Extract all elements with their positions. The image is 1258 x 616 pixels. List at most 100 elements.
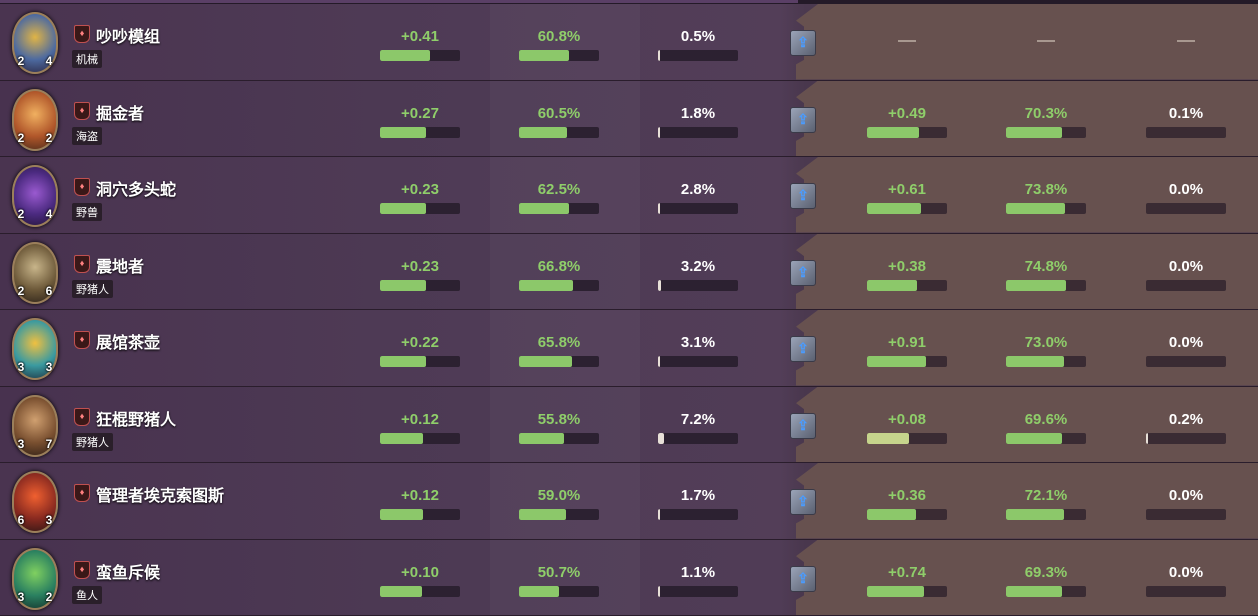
pick-rate-value: 1.1% [658, 564, 738, 581]
health-value: 2 [42, 590, 56, 604]
delta-bar [380, 203, 460, 214]
tier-shield-icon: ♦ [74, 408, 90, 426]
tribe-badge: 野猪人 [72, 280, 113, 298]
health-value: 2 [42, 131, 56, 145]
card-swap-icon[interactable]: ⇪ [790, 183, 816, 209]
tribe-badge: 野兽 [72, 203, 102, 221]
golden-winrate-value: 70.3% [1006, 105, 1086, 122]
delta-bar-fill [380, 586, 422, 597]
golden-pick-rate-bar [1146, 586, 1226, 597]
card-swap-icon[interactable]: ⇪ [790, 413, 816, 439]
pick-rate-bar-fill [658, 586, 660, 597]
card-swap-icon[interactable]: ⇪ [790, 107, 816, 133]
empty-dash [1037, 40, 1055, 42]
winrate-bar [519, 433, 599, 444]
card-swap-icon[interactable]: ⇪ [790, 260, 816, 286]
winrate-bar-fill [519, 127, 567, 138]
avg-placement-delta: +0.12 [380, 411, 460, 428]
winrate-value: 65.8% [519, 334, 599, 351]
delta-bar-fill [380, 433, 423, 444]
golden-delta-bar-fill [867, 509, 916, 520]
golden-winrate-bar [1006, 127, 1086, 138]
attack-value: 2 [14, 54, 28, 68]
minion-name: 掘金者 [96, 100, 144, 124]
golden-winrate-bar-fill [1006, 433, 1062, 444]
pick-rate-bar [658, 356, 738, 367]
pick-rate-bar-fill [658, 509, 660, 520]
golden-delta-bar-fill [867, 433, 909, 444]
golden-delta-bar [867, 433, 947, 444]
delta-bar [380, 280, 460, 291]
pick-rate-bar-fill [658, 433, 664, 444]
pick-rate-value: 7.2% [658, 411, 738, 428]
golden-delta-bar-fill [867, 586, 924, 597]
golden-winrate-bar [1006, 203, 1086, 214]
golden-winrate-bar [1006, 433, 1086, 444]
card-swap-icon[interactable]: ⇪ [790, 566, 816, 592]
top-edge-highlight [0, 0, 798, 3]
delta-bar-fill [380, 280, 426, 291]
attack-value: 3 [14, 590, 28, 604]
tribe-badge: 海盗 [72, 127, 102, 145]
golden-delta-value: +0.36 [867, 487, 947, 504]
card-swap-icon[interactable]: ⇪ [790, 489, 816, 515]
tier-shield-icon: ♦ [74, 25, 90, 43]
attack-value: 2 [14, 284, 28, 298]
golden-pick-rate-value: 0.0% [1146, 564, 1226, 581]
health-value: 4 [42, 54, 56, 68]
golden-winrate-bar-fill [1006, 356, 1064, 367]
golden-winrate-value: 73.0% [1006, 334, 1086, 351]
golden-delta-value: +0.49 [867, 105, 947, 122]
winrate-bar-fill [519, 433, 564, 444]
delta-bar [380, 50, 460, 61]
golden-pick-rate-value: 0.0% [1146, 181, 1226, 198]
golden-pick-rate-value: 0.0% [1146, 487, 1226, 504]
golden-pick-rate-bar [1146, 356, 1226, 367]
winrate-value: 60.8% [519, 28, 599, 45]
pick-rate-value: 0.5% [658, 28, 738, 45]
card-swap-icon[interactable]: ⇪ [790, 30, 816, 56]
tribe-badge: 机械 [72, 50, 102, 68]
pick-rate-bar-fill [658, 50, 660, 61]
winrate-bar [519, 203, 599, 214]
delta-bar-fill [380, 356, 426, 367]
delta-bar-fill [380, 127, 426, 138]
golden-pick-rate-value: 0.0% [1146, 258, 1226, 275]
golden-winrate-bar-fill [1006, 127, 1062, 138]
pick-rate-bar-fill [658, 127, 660, 138]
winrate-bar-fill [519, 50, 569, 61]
avg-placement-delta: +0.27 [380, 105, 460, 122]
tier-shield-icon: ♦ [74, 178, 90, 196]
golden-winrate-value: 74.8% [1006, 258, 1086, 275]
delta-bar [380, 509, 460, 520]
pick-rate-bar-fill [658, 203, 660, 214]
golden-delta-bar [867, 203, 947, 214]
health-value: 3 [42, 360, 56, 374]
golden-pick-rate-value: 0.1% [1146, 105, 1226, 122]
delta-bar [380, 586, 460, 597]
card-swap-icon[interactable]: ⇪ [790, 336, 816, 362]
winrate-bar-fill [519, 356, 572, 367]
golden-pick-rate-value: 0.0% [1146, 334, 1226, 351]
golden-delta-value: +0.08 [867, 411, 947, 428]
winrate-bar [519, 356, 599, 367]
golden-pick-rate-bar [1146, 203, 1226, 214]
minion-name: 蛮鱼斥候 [96, 559, 160, 583]
golden-pick-rate-bar [1146, 433, 1226, 444]
health-value: 7 [42, 437, 56, 451]
avg-placement-delta: +0.41 [380, 28, 460, 45]
winrate-bar-fill [519, 509, 566, 520]
golden-winrate-bar [1006, 509, 1086, 520]
minion-name: 洞穴多头蛇 [96, 176, 176, 200]
pick-rate-value: 3.2% [658, 258, 738, 275]
golden-delta-value: +0.74 [867, 564, 947, 581]
golden-delta-bar-fill [867, 280, 917, 291]
